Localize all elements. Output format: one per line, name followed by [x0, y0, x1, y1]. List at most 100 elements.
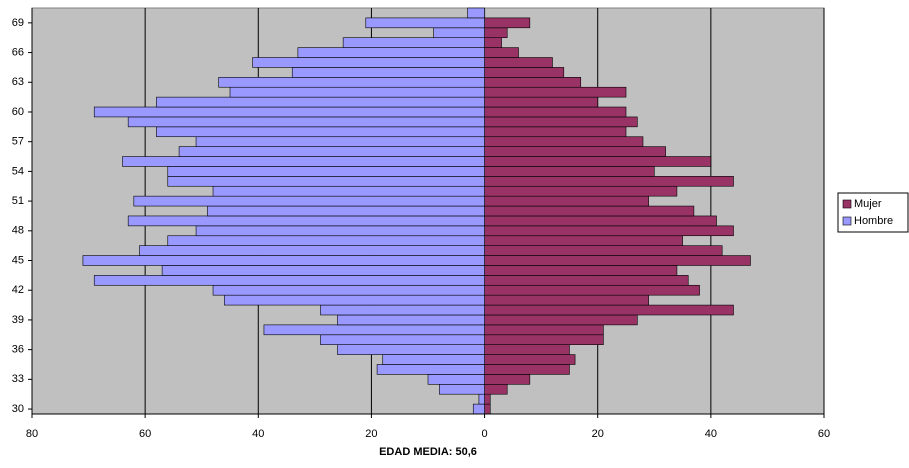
bar — [195, 225, 485, 237]
bar — [484, 77, 582, 88]
bar — [195, 136, 485, 147]
x-tick-label: 20 — [592, 428, 604, 440]
x-tick-label: 20 — [365, 428, 377, 440]
bar — [484, 106, 627, 118]
bar — [224, 294, 485, 306]
bar — [263, 324, 485, 336]
y-tick-label: 63 — [12, 76, 24, 88]
bar — [484, 324, 604, 336]
bar — [484, 383, 508, 395]
bar — [484, 374, 531, 385]
bar — [342, 37, 485, 48]
bar — [484, 344, 570, 355]
bar — [320, 334, 485, 345]
bar — [484, 86, 627, 98]
x-tick-label: 60 — [139, 428, 151, 440]
bar — [484, 17, 531, 29]
bar — [161, 265, 485, 276]
bar — [178, 146, 485, 157]
y-tick-label: 33 — [12, 373, 24, 385]
bar — [376, 364, 485, 375]
bar — [484, 47, 519, 58]
y-tick-label: 69 — [12, 17, 24, 29]
y-tick-label: 57 — [12, 136, 24, 148]
bar — [484, 176, 734, 187]
bar — [484, 215, 717, 227]
bar — [484, 67, 565, 78]
bar — [484, 166, 655, 177]
bar — [297, 47, 485, 58]
bar — [484, 354, 576, 365]
x-tick-label: 60 — [818, 428, 830, 440]
y-tick-label: 60 — [12, 106, 24, 118]
bar — [122, 156, 485, 167]
bar — [484, 185, 678, 197]
bar — [484, 403, 491, 415]
bar — [229, 86, 485, 98]
bar — [484, 136, 644, 147]
bar — [433, 27, 485, 39]
y-tick-label: 39 — [12, 314, 24, 326]
bar — [484, 195, 649, 207]
y-tick-label: 66 — [12, 46, 24, 58]
bar — [252, 57, 485, 68]
bar — [337, 314, 485, 326]
bar — [218, 77, 485, 88]
bar — [478, 393, 485, 405]
bar — [484, 205, 695, 217]
x-axis-label: EDAD MEDIA: 50,6 — [379, 446, 477, 458]
y-tick-label: 51 — [12, 195, 24, 207]
legend-label: Hombre — [854, 215, 893, 227]
bar — [337, 344, 485, 355]
bar — [382, 354, 485, 365]
bar — [484, 156, 712, 167]
bar — [156, 96, 485, 108]
bar — [484, 265, 678, 276]
bar — [291, 67, 485, 78]
bar — [467, 7, 485, 19]
bar — [82, 255, 485, 266]
y-tick-label: 48 — [12, 225, 24, 237]
bar — [484, 57, 553, 68]
bar — [484, 116, 638, 128]
bar — [320, 304, 485, 316]
y-tick-label: 45 — [12, 254, 24, 266]
bar — [133, 195, 485, 207]
bar — [127, 215, 485, 227]
bar — [484, 275, 689, 286]
bar — [93, 275, 485, 286]
bar — [139, 245, 485, 256]
bar — [484, 304, 734, 316]
bar — [484, 96, 599, 108]
bar — [484, 255, 751, 266]
bar — [484, 284, 700, 296]
bar — [167, 166, 485, 177]
legend-swatch — [842, 216, 852, 226]
bar — [484, 314, 638, 326]
bar — [127, 116, 485, 128]
bar — [484, 37, 502, 48]
bar — [484, 146, 666, 157]
y-tick-label: 30 — [12, 403, 24, 415]
bar — [439, 383, 485, 395]
bar — [167, 176, 485, 187]
x-tick-label: 0 — [482, 428, 488, 440]
y-tick-label: 42 — [12, 284, 24, 296]
bar — [365, 17, 485, 29]
bar — [484, 245, 723, 256]
x-tick-label: 40 — [252, 428, 264, 440]
x-tick-label: 40 — [705, 428, 717, 440]
bar — [484, 393, 491, 405]
bar — [472, 403, 485, 415]
bar — [484, 334, 604, 345]
bar — [93, 106, 485, 118]
bar — [167, 235, 485, 246]
legend-swatch — [842, 199, 852, 209]
bar — [484, 225, 734, 237]
bar — [427, 374, 485, 385]
bar — [484, 235, 683, 246]
y-tick-label: 36 — [12, 344, 24, 356]
legend-box — [837, 192, 909, 233]
bar — [212, 185, 485, 197]
